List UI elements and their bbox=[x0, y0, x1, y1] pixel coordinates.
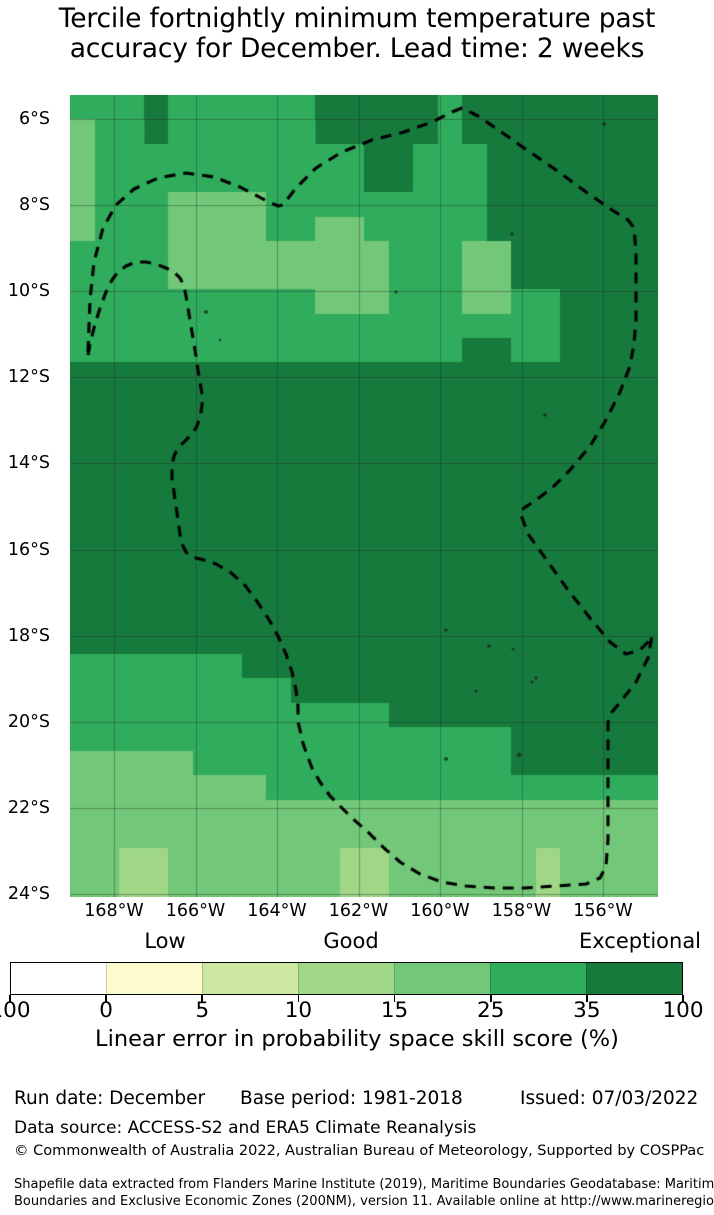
colorbar-segment-5[interactable] bbox=[490, 963, 586, 994]
colorbar-segment-3[interactable] bbox=[298, 963, 394, 994]
latitude-tick-5: 16°S bbox=[7, 539, 50, 560]
colorbar-tick-6 bbox=[586, 995, 588, 1002]
colorbar-tick-1 bbox=[105, 995, 107, 1002]
colorbar-segment-0[interactable] bbox=[11, 963, 106, 994]
footer-meta-row: Run date: December Base period: 1981-201… bbox=[0, 1088, 714, 1118]
data-source-label: Data source: ACCESS-S2 and ERA5 Climate … bbox=[14, 1118, 477, 1138]
colorbar[interactable] bbox=[10, 962, 683, 995]
colorbar-tick-label-7: 100 bbox=[662, 998, 704, 1023]
latitude-tick-6: 18°S bbox=[7, 625, 50, 646]
longitude-tick-3: 162°W bbox=[328, 901, 389, 921]
colorbar-category-low: Low bbox=[144, 929, 186, 953]
colorbar-segment-6[interactable] bbox=[586, 963, 682, 994]
colorbar-tick-0 bbox=[9, 995, 11, 1002]
latitude-tick-7: 20°S bbox=[7, 711, 50, 732]
longitude-tick-6: 156°W bbox=[573, 901, 633, 921]
colorbar-tick-label-4: 15 bbox=[380, 998, 409, 1023]
shapefile-attribution: Shapefile data extracted from Flanders M… bbox=[14, 1176, 714, 1211]
colorbar-segment-1[interactable] bbox=[106, 963, 202, 994]
latitude-tick-4: 14°S bbox=[7, 453, 50, 474]
colorbar-tick-4 bbox=[393, 995, 396, 1002]
latitude-tick-0: 6°S bbox=[19, 109, 50, 129]
footer: Run date: December Base period: 1981-201… bbox=[0, 1088, 714, 1209]
skill-score-heatmap[interactable] bbox=[70, 95, 658, 897]
colorbar-tick-2 bbox=[201, 995, 204, 1002]
base-period-label: Base period: 1981-2018 bbox=[240, 1088, 463, 1109]
longitude-tick-5: 158°W bbox=[491, 901, 552, 921]
colorbar-category-good: Good bbox=[323, 929, 379, 953]
colorbar-tick-label-0: 100 bbox=[0, 998, 31, 1023]
colorbar-tick-5 bbox=[489, 995, 492, 1002]
shapefile-line-2: Boundaries and Exclusive Economic Zones … bbox=[14, 1194, 714, 1210]
title-line-1: Tercile fortnightly minimum temperature … bbox=[58, 3, 656, 34]
longitude-tick-2: 164°W bbox=[247, 901, 307, 921]
latitude-tick-2: 10°S bbox=[7, 281, 50, 302]
colorbar-segment-4[interactable] bbox=[394, 963, 490, 994]
latitude-tick-8: 22°S bbox=[7, 797, 50, 818]
map-plot-area[interactable] bbox=[70, 95, 658, 897]
colorbar-tick-label-3: 10 bbox=[284, 998, 313, 1023]
colorbar-tick-label-6: 35 bbox=[573, 998, 601, 1023]
latitude-tick-3: 12°S bbox=[7, 367, 50, 388]
colorbar-tick-7 bbox=[682, 995, 684, 1002]
colorbar-ticks bbox=[0, 995, 714, 1005]
page-title: Tercile fortnightly minimum temperature … bbox=[0, 3, 714, 65]
colorbar-category-labels: Low Good Exceptional bbox=[0, 931, 714, 957]
run-date-label: Run date: December bbox=[14, 1088, 206, 1109]
longitude-tick-4: 160°W bbox=[410, 901, 470, 921]
colorbar-tick-label-1: 0 bbox=[99, 998, 113, 1023]
colorbar-tick-labels: 100 0 5 10 15 25 35 100 bbox=[0, 1000, 714, 1026]
colorbar-category-exceptional: Exceptional bbox=[578, 929, 702, 953]
longitude-tick-0: 168°W bbox=[84, 901, 144, 921]
colorbar-tick-label-5: 25 bbox=[477, 998, 505, 1023]
title-line-2: accuracy for December. Lead time: 2 week… bbox=[69, 33, 645, 65]
colorbar-tick-3 bbox=[297, 995, 300, 1002]
colorbar-axis-label: Linear error in probability space skill … bbox=[95, 1026, 619, 1052]
latitude-tick-1: 8°S bbox=[19, 195, 50, 216]
longitude-tick-1: 166°W bbox=[165, 901, 226, 921]
issued-date-label: Issued: 07/03/2022 bbox=[520, 1088, 699, 1109]
latitude-tick-9: 24°S bbox=[7, 883, 50, 904]
shapefile-line-1: Shapefile data extracted from Flanders M… bbox=[14, 1177, 714, 1192]
copyright-label: © Commonwealth of Australia 2022, Austra… bbox=[14, 1143, 705, 1159]
colorbar-tick-label-2: 5 bbox=[195, 998, 210, 1023]
colorbar-segment-2[interactable] bbox=[202, 963, 298, 994]
